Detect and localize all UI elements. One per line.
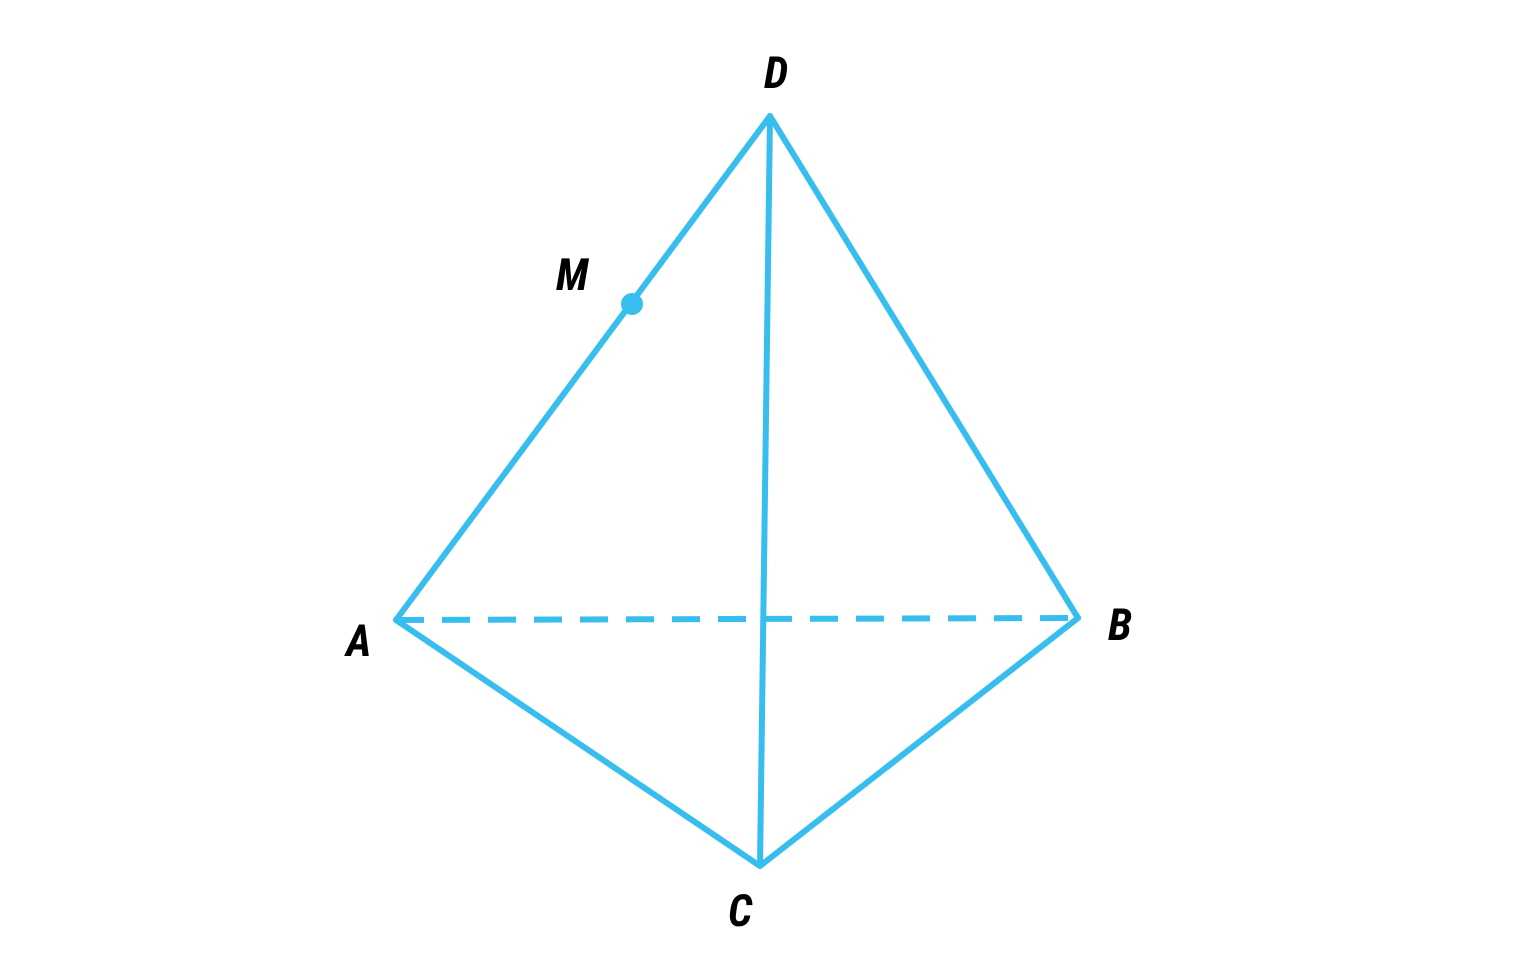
edge-AD xyxy=(396,116,770,620)
point-M xyxy=(621,293,643,315)
label-M: M xyxy=(556,249,590,301)
label-D: D xyxy=(764,47,788,99)
edge-DB xyxy=(770,116,1078,618)
points-layer xyxy=(621,293,643,315)
edge-AC xyxy=(396,620,760,866)
edge-DC xyxy=(760,116,770,866)
tetrahedron-diagram: A B C D M xyxy=(0,0,1536,954)
label-B: B xyxy=(1108,599,1132,651)
label-C: C xyxy=(728,885,753,937)
edges-layer xyxy=(396,116,1078,866)
label-A: A xyxy=(344,615,371,667)
edge-CB xyxy=(760,618,1078,866)
edge-AB xyxy=(396,618,1078,620)
labels-layer: A B C D M xyxy=(344,47,1132,937)
